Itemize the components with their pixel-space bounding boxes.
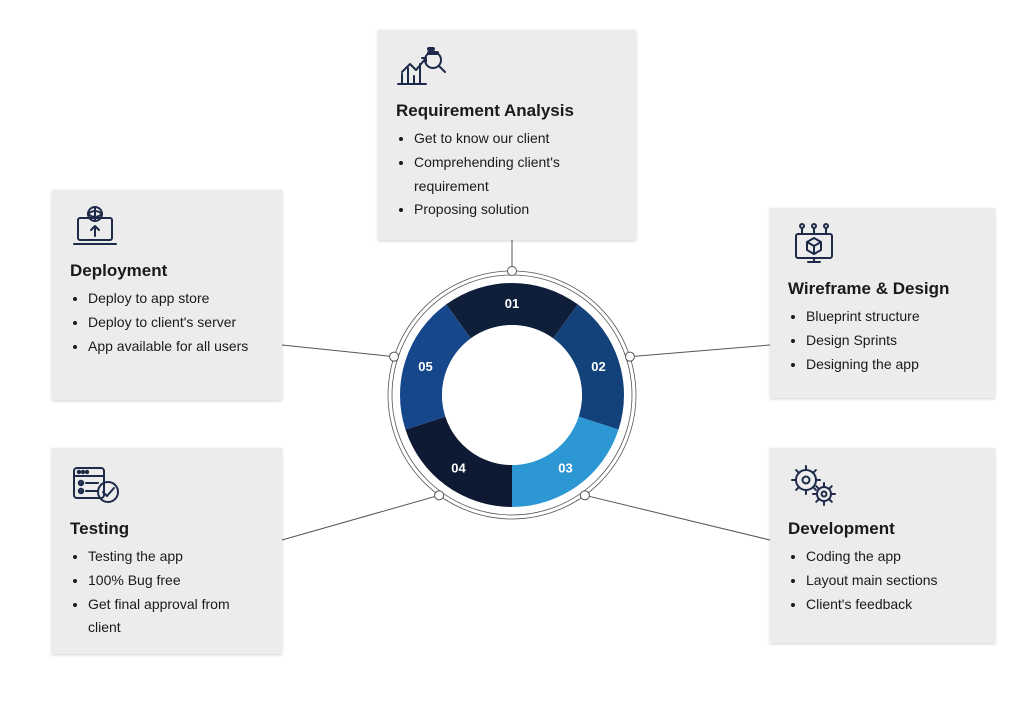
deployment-icon-wrap xyxy=(70,204,264,255)
connector-wireframe xyxy=(630,345,770,357)
connector-deployment xyxy=(282,345,394,357)
development-icon-wrap xyxy=(788,462,977,513)
card-development: Development Coding the appLayout main sec… xyxy=(770,448,995,643)
card-bullet: Testing the app xyxy=(88,545,264,569)
card-bullet: Proposing solution xyxy=(414,198,618,222)
card-title-testing: Testing xyxy=(70,519,264,539)
card-bullet: Deploy to client's server xyxy=(88,311,264,335)
card-bullet: Designing the app xyxy=(806,353,977,377)
card-title-requirement: Requirement Analysis xyxy=(396,101,618,121)
testing-icon-wrap xyxy=(70,462,264,513)
card-bullet: Coding the app xyxy=(806,545,977,569)
card-title-wireframe: Wireframe & Design xyxy=(788,279,977,299)
connector-dot-wireframe xyxy=(625,352,634,361)
card-title-deployment: Deployment xyxy=(70,261,264,281)
card-bullet: Design Sprints xyxy=(806,329,977,353)
card-list-wireframe: Blueprint structureDesign SprintsDesigni… xyxy=(788,305,977,376)
card-deployment: Deployment Deploy to app storeDeploy to c… xyxy=(52,190,282,400)
wheel-label-02: 02 xyxy=(591,359,605,374)
connector-dot-deployment xyxy=(390,352,399,361)
wheel-label-03: 03 xyxy=(558,461,572,476)
card-bullet: Client's feedback xyxy=(806,593,977,617)
process-wheel: 01 02 03 04 05 xyxy=(400,283,624,507)
card-list-development: Coding the appLayout main sectionsClient… xyxy=(788,545,977,616)
design-icon-wrap xyxy=(788,222,977,273)
connector-testing xyxy=(282,495,439,540)
card-bullet: 100% Bug free xyxy=(88,569,264,593)
deployment-icon xyxy=(70,204,122,250)
card-list-testing: Testing the app100% Bug freeGet final ap… xyxy=(70,545,264,640)
card-bullet: Get to know our client xyxy=(414,127,618,151)
connector-dot-requirement xyxy=(508,267,517,276)
connector-development xyxy=(585,495,770,540)
card-bullet: Get final approval from client xyxy=(88,593,264,641)
card-testing: Testing Testing the app100% Bug freeGet f… xyxy=(52,448,282,654)
wheel-label-04: 04 xyxy=(451,461,466,476)
development-icon xyxy=(788,462,840,508)
design-icon xyxy=(788,222,840,268)
analysis-icon-wrap xyxy=(396,44,618,95)
wheel-label-05: 05 xyxy=(418,359,432,374)
card-list-deployment: Deploy to app storeDeploy to client's se… xyxy=(70,287,264,358)
card-title-development: Development xyxy=(788,519,977,539)
testing-icon xyxy=(70,462,122,508)
wheel-label-01: 01 xyxy=(505,296,519,311)
analysis-icon xyxy=(396,44,448,90)
card-bullet: Comprehending client's requirement xyxy=(414,151,618,199)
card-bullet: Blueprint structure xyxy=(806,305,977,329)
card-bullet: App available for all users xyxy=(88,335,264,359)
card-list-requirement: Get to know our clientComprehending clie… xyxy=(396,127,618,222)
card-requirement: Requirement Analysis Get to know our clie… xyxy=(378,30,636,240)
card-wireframe: Wireframe & DesignBlueprint structureDes… xyxy=(770,208,995,398)
connector-dot-testing xyxy=(435,491,444,500)
connector-dot-development xyxy=(580,491,589,500)
card-bullet: Deploy to app store xyxy=(88,287,264,311)
card-bullet: Layout main sections xyxy=(806,569,977,593)
